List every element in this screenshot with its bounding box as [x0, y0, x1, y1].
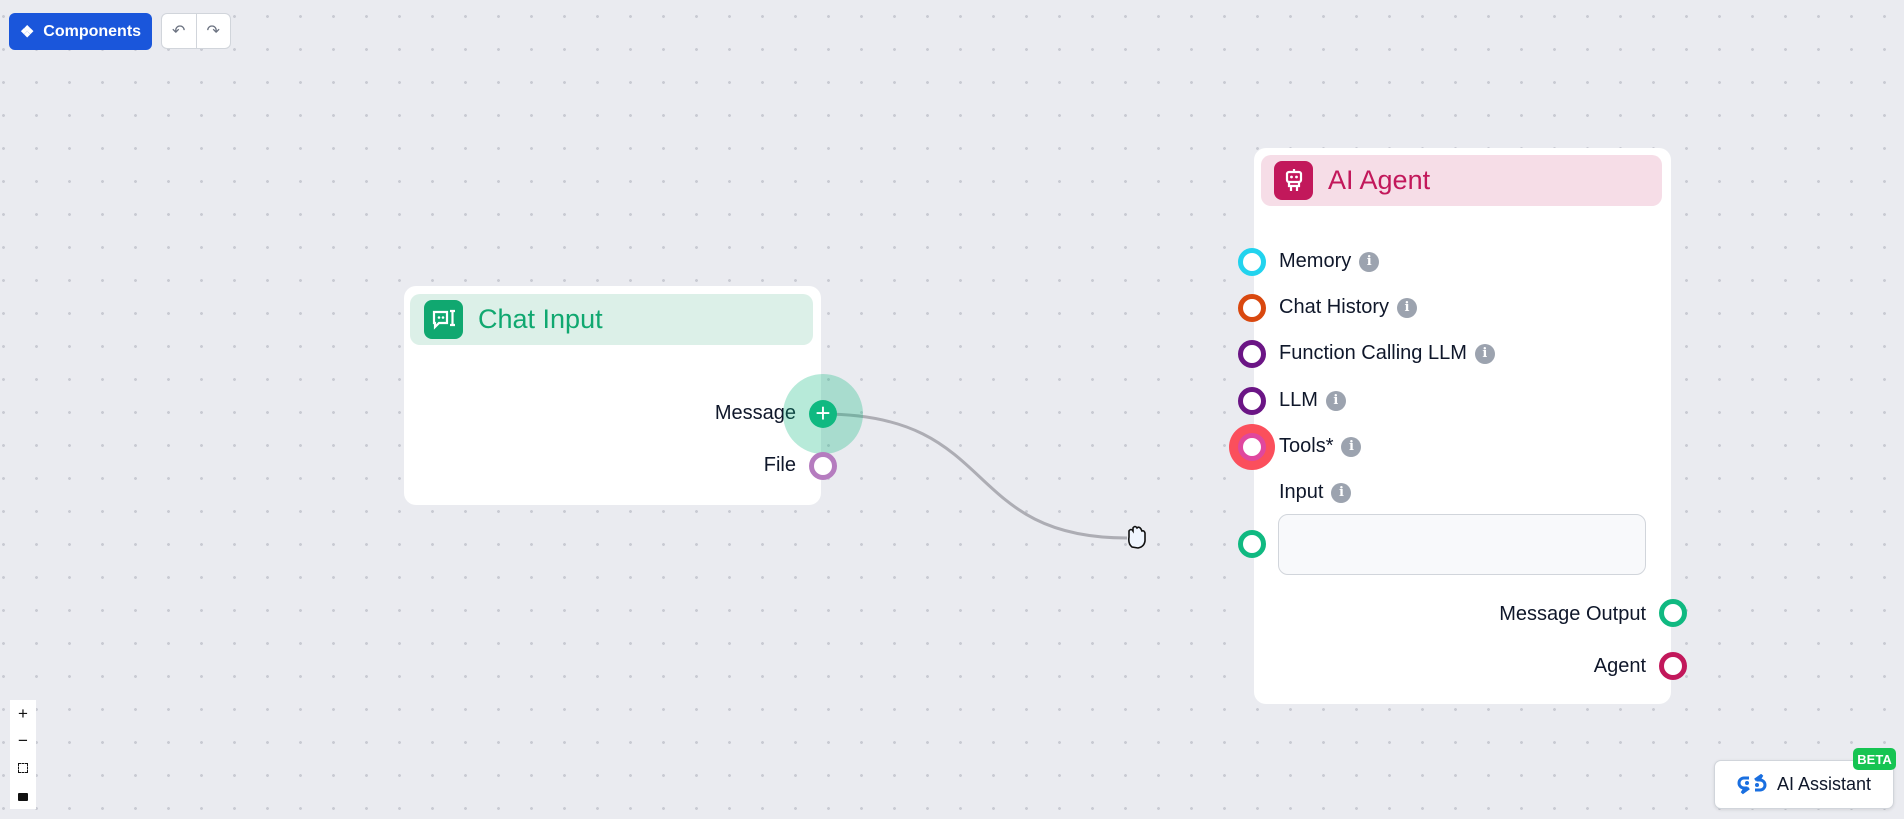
ai-assistant-label: AI Assistant [1776, 774, 1872, 794]
undo-icon: ↶ [172, 23, 186, 40]
chat-input-node[interactable]: Chat Input Message File [404, 286, 821, 505]
info-icon[interactable]: i [1325, 390, 1346, 411]
undo-redo-group: ↶ ↷ [161, 13, 231, 49]
llm-label: LLM i [1279, 389, 1346, 412]
chat-input-title: Chat Input [478, 304, 603, 334]
unlock-icon [18, 793, 28, 802]
redo-icon: ↷ [206, 23, 220, 40]
llm-handle[interactable] [1238, 387, 1266, 415]
tools-label: Tools* i [1279, 435, 1362, 458]
lock-button[interactable] [10, 782, 36, 809]
input-handle[interactable] [1238, 530, 1266, 558]
function-calling-llm-label: Function Calling LLM i [1279, 342, 1495, 365]
ai-agent-header: AI Agent [1261, 155, 1662, 206]
info-icon[interactable]: i [1341, 436, 1362, 457]
components-icon: ❖ [19, 23, 35, 41]
robot-icon [1274, 161, 1313, 200]
file-output-label: File [763, 454, 796, 476]
input-field[interactable] [1278, 514, 1646, 575]
chat-input-header: Chat Input [410, 294, 813, 345]
message-output-handle[interactable]: + [809, 400, 837, 428]
agent-output-label: Agent [1593, 655, 1646, 677]
redo-button[interactable]: ↷ [197, 14, 231, 48]
message-output-handle[interactable] [1659, 599, 1687, 627]
components-label: Components [43, 22, 142, 40]
chat-input-icon [424, 300, 463, 339]
ai-assistant-button[interactable]: AI Assistant [1714, 760, 1894, 809]
beta-badge: BETA [1853, 748, 1896, 770]
chat-history-handle[interactable] [1238, 294, 1266, 322]
info-icon[interactable]: i [1474, 343, 1495, 364]
info-icon[interactable]: i [1331, 482, 1352, 503]
memory-handle[interactable] [1238, 248, 1266, 276]
zoom-in-button[interactable]: + [10, 700, 36, 727]
ai-agent-node[interactable]: AI Agent Memory i Chat History i Function … [1254, 148, 1671, 704]
plus-icon: + [815, 398, 831, 428]
agent-output-handle[interactable] [1659, 652, 1687, 680]
info-icon[interactable]: i [1397, 297, 1418, 318]
fit-view-button[interactable] [10, 755, 36, 782]
file-output-handle[interactable] [809, 452, 837, 480]
tools-handle[interactable] [1238, 433, 1266, 461]
info-icon[interactable]: i [1359, 251, 1380, 272]
input-label: Input i [1279, 481, 1352, 504]
minus-icon: − [18, 730, 28, 750]
undo-button[interactable]: ↶ [162, 14, 197, 48]
message-output-label: Message Output [1499, 603, 1646, 625]
zoom-controls: + − [10, 700, 36, 809]
plus-icon: + [18, 703, 28, 723]
fit-view-icon [18, 763, 28, 774]
chat-history-label: Chat History i [1279, 296, 1418, 319]
ai-agent-title: AI Agent [1328, 165, 1431, 195]
function-calling-llm-handle[interactable] [1238, 340, 1266, 368]
components-button[interactable]: ❖ Components [9, 13, 152, 50]
message-output-label: Message [714, 402, 796, 424]
memory-label: Memory i [1279, 250, 1380, 273]
zoom-out-button[interactable]: − [10, 727, 36, 754]
grab-cursor-icon [1128, 525, 1146, 549]
ai-assistant-icon [1737, 773, 1767, 794]
